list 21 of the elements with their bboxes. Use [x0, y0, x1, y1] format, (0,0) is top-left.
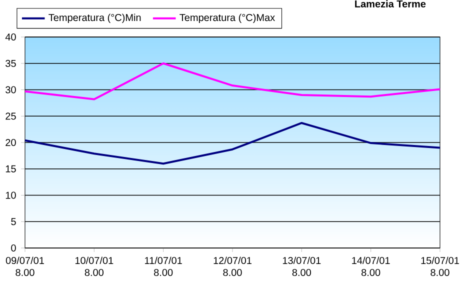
x-tick-label: 10/07/01 8.00	[75, 256, 114, 276]
y-tick-label: 25	[6, 112, 16, 120]
y-tick-label: 0	[11, 244, 16, 252]
y-tick-label: 15	[6, 165, 16, 172]
line-series	[24, 62, 441, 100]
x-tick-label: 11/07/01 8.00	[144, 256, 182, 276]
chart-title: Lamezia Terme	[355, 0, 426, 8]
y-tick-label: 40	[5, 33, 16, 41]
x-tick-label: 15/07/01 8.00	[421, 256, 459, 276]
y-tick-label: 5	[11, 218, 16, 226]
x-tick-label: 14/07/01 8.00	[352, 256, 390, 276]
y-tick-label: 10	[6, 192, 16, 199]
y-tick-label: 35	[6, 60, 16, 67]
legend-label: Temperatura (°C)Min	[48, 14, 141, 24]
x-tick-label: 09/07/01 8.00	[6, 256, 44, 276]
x-tick-label: 13/07/01 8.00	[282, 256, 321, 276]
x-tick-label: 12/07/01 8.00	[214, 256, 252, 276]
legend-label: Temperatura (°C)Max	[180, 14, 275, 24]
y-tick-label: 20	[6, 138, 16, 146]
y-tick-label: 30	[6, 86, 16, 94]
line-series	[24, 122, 441, 165]
